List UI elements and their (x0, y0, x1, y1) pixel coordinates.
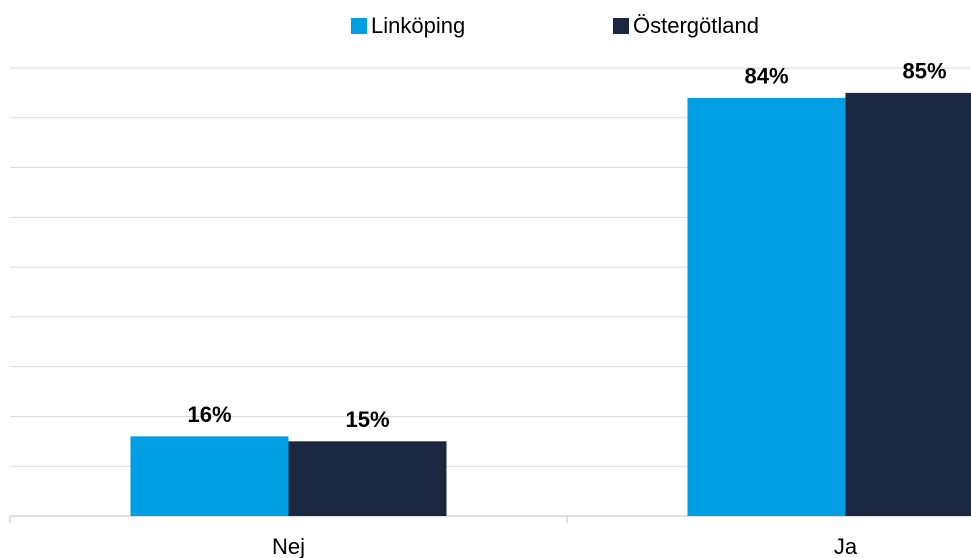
value-label: 16% (187, 402, 231, 427)
x-tick-label: Ja (834, 534, 858, 558)
bar (288, 441, 447, 516)
legend-swatch (351, 18, 367, 34)
legend-swatch (613, 18, 629, 34)
value-label: 85% (902, 59, 946, 84)
x-tick-label: Nej (272, 534, 305, 558)
value-label: 84% (744, 64, 788, 89)
bar (130, 436, 289, 516)
bar (687, 97, 846, 516)
legend-label: Östergötland (633, 13, 759, 38)
bar (845, 92, 971, 516)
value-label: 15% (345, 407, 389, 432)
legend-label: Linköping (371, 13, 465, 38)
